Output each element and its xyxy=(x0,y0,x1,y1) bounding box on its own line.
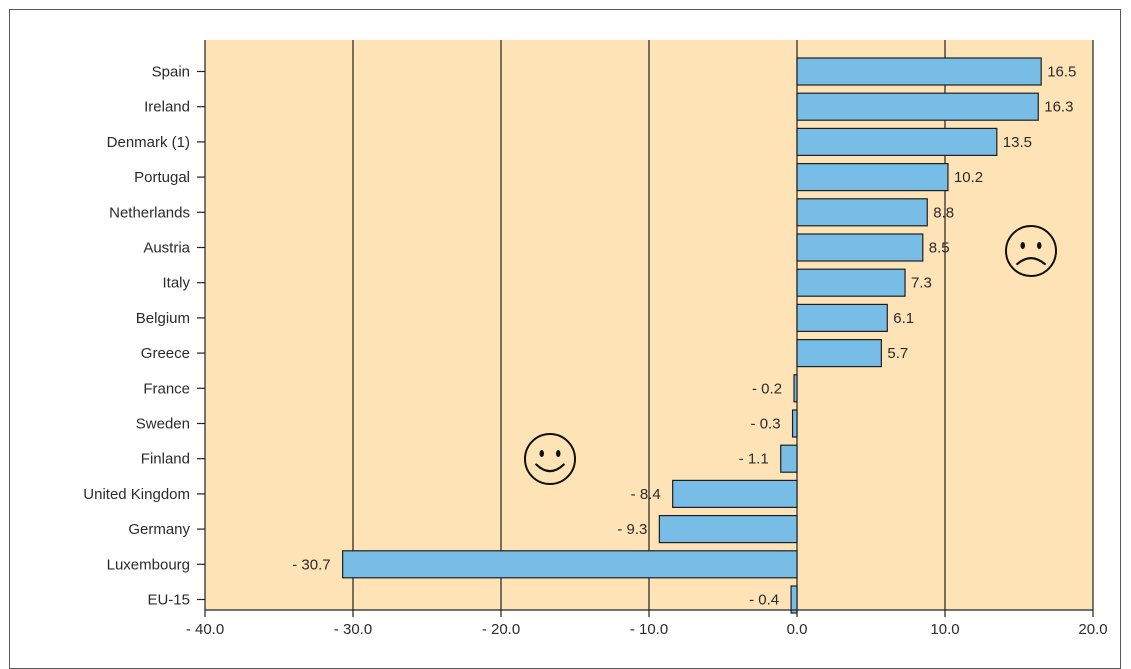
value-label: 8.8 xyxy=(933,204,954,221)
category-label: France xyxy=(143,380,190,397)
x-axis: - 40.0 - 30.0 - 20.0 - 10.0 0.0 10.0 20.0 xyxy=(186,609,1108,638)
x-tick-label: - 40.0 xyxy=(186,621,224,638)
bar-germany xyxy=(658,514,798,544)
sad-face-icon xyxy=(1005,225,1057,277)
category-axis: Spain Ireland Denmark (1) Portugal Netherlan… xyxy=(83,40,206,610)
value-label: - 0.4 xyxy=(749,592,779,609)
bar-portugal xyxy=(796,163,949,192)
bar-italy xyxy=(796,268,906,297)
smiley-face-icon xyxy=(524,433,576,485)
category-label: Portugal xyxy=(134,169,190,186)
x-tick-label: 0.0 xyxy=(787,621,808,638)
bar-spain xyxy=(796,57,1042,86)
bar-greece xyxy=(796,339,882,368)
category-label: Luxembourg xyxy=(107,556,190,573)
value-label: 8.5 xyxy=(929,240,950,257)
value-label: - 30.7 xyxy=(292,556,330,573)
bar-belgium xyxy=(796,303,888,332)
category-label: EU-15 xyxy=(147,592,190,609)
value-label: - 0.3 xyxy=(751,416,781,433)
category-label: Finland xyxy=(141,451,190,468)
value-label: 5.7 xyxy=(887,345,908,362)
category-label: Germany xyxy=(128,521,190,538)
value-label: - 8.4 xyxy=(631,486,661,503)
category-label: Austria xyxy=(143,240,190,257)
x-tick-label: 20.0 xyxy=(1078,621,1107,638)
category-label: Spain xyxy=(152,64,190,81)
category-label: Belgium xyxy=(136,310,190,327)
value-label: 7.3 xyxy=(911,275,932,292)
x-tick-label: - 30.0 xyxy=(334,621,372,638)
value-label: - 0.2 xyxy=(752,380,782,397)
bar-ireland xyxy=(796,92,1039,121)
bar-netherlands xyxy=(796,198,928,227)
x-tick-label: 10.0 xyxy=(930,621,959,638)
value-labels: 16.5 16.3 13.5 10.2 8.8 8.5 7.3 6.1 5.7 - 0.2 - 0.… xyxy=(292,64,1076,609)
bar-eu-15 xyxy=(790,585,798,614)
value-label: 16.3 xyxy=(1044,99,1073,116)
category-label: United Kingdom xyxy=(83,486,190,503)
bar-france xyxy=(793,374,798,403)
category-label: Netherlands xyxy=(109,204,190,221)
value-label: 6.1 xyxy=(893,310,914,327)
category-label: Italy xyxy=(162,275,190,292)
bar-luxembourg xyxy=(342,550,798,579)
value-label: - 1.1 xyxy=(739,451,769,468)
annotations xyxy=(524,225,1057,485)
category-label: Sweden xyxy=(136,416,190,433)
category-label: Greece xyxy=(141,345,190,362)
category-label: Ireland xyxy=(144,99,190,116)
value-label: 16.5 xyxy=(1047,64,1076,81)
category-label: Denmark (1) xyxy=(107,134,190,151)
bar-finland xyxy=(780,444,798,473)
bar-austria xyxy=(796,233,924,262)
x-tick-label: - 10.0 xyxy=(630,621,668,638)
bar-sweden xyxy=(791,409,798,438)
x-tick-label: - 20.0 xyxy=(482,621,520,638)
bar-denmark-1 xyxy=(796,127,998,156)
bar-united-kingdom xyxy=(672,479,798,508)
value-label: 13.5 xyxy=(1003,134,1032,151)
value-label: 10.2 xyxy=(954,169,983,186)
value-label: - 9.3 xyxy=(617,521,647,538)
bars xyxy=(342,57,1042,614)
